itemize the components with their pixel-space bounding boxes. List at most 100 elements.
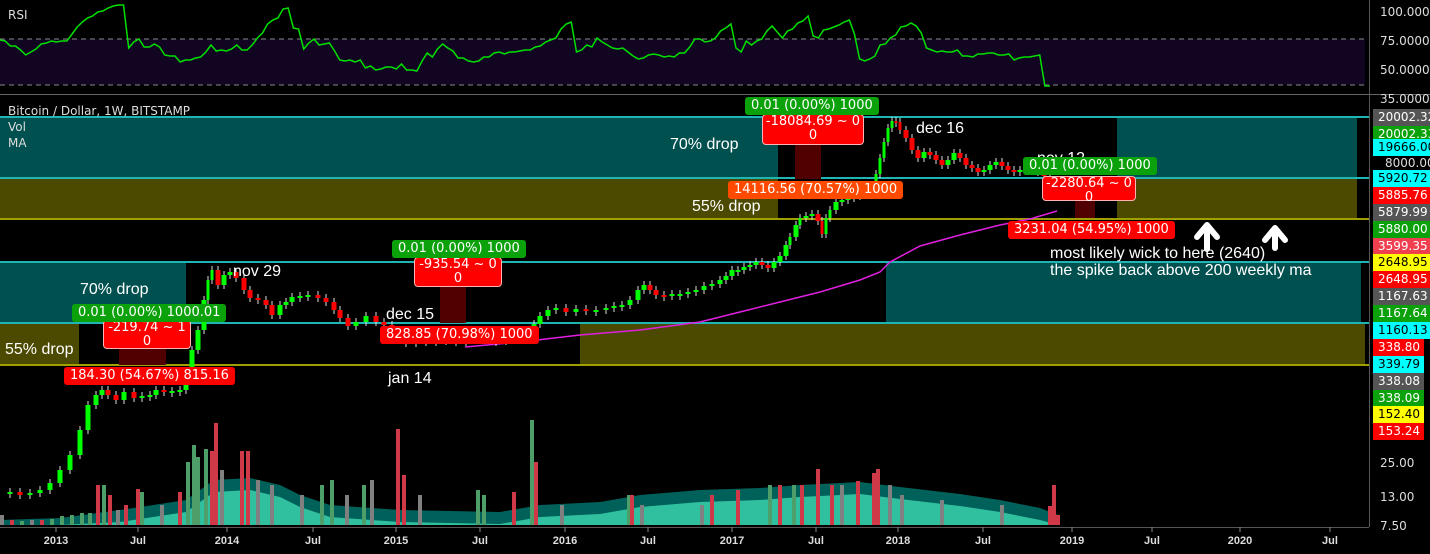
measure-box-bars: 0 [453,271,463,286]
time-axis-label: Jul [808,535,824,547]
rsi-axis-label: 75.0000 [1380,34,1430,48]
annotation-text[interactable]: jan 14 [388,370,432,387]
candle [153,390,159,395]
measure-box-bars: 0 [142,334,152,349]
candle [131,392,137,398]
zone-projection-upper-55[interactable] [1117,179,1357,218]
price-axis-label: 20002.33 [1373,126,1430,143]
zone-projection-upper-70[interactable] [1117,117,1357,177]
candle [939,160,945,165]
zone-55-drop-lower[interactable] [0,324,79,364]
price-axis-label: 3599.35 [1373,238,1430,255]
zone-projection-lower-55[interactable] [580,324,1365,364]
measure-badge[interactable]: 184.30 (54.67%) 815.16 [64,367,235,385]
volume-bar [88,513,92,525]
candle [729,270,735,276]
rsi-legend: RSI [8,8,28,22]
candle [619,305,625,307]
volume-bar [370,480,374,525]
volume-bar [1052,485,1056,525]
measure-badge[interactable]: 0.01 (0.00%) 1000 [392,240,526,258]
time-axis-label: 2018 [885,535,911,547]
measure-badge[interactable]: 0.01 (0.00%) 1000 [1023,157,1157,175]
annotation-text[interactable]: most likely wick to here (2640) [1050,245,1266,262]
candle [685,292,691,294]
measure-badge[interactable]: 3231.04 (54.95%) 1000 [1008,221,1175,239]
candle [195,330,201,350]
candle [553,308,559,310]
volume-bar [186,462,190,525]
annotation-text[interactable]: nov 29 [233,263,282,280]
price-axis-label: 5920.72 [1373,170,1430,187]
candle [373,316,379,322]
price-axis-label: 153.24 [1373,423,1424,440]
price-axis-label: 338.80 [1373,339,1424,356]
candle [263,300,269,305]
zone-70-drop-upper[interactable] [0,117,778,177]
annotation-text[interactable]: the spike back above 200 weekly ma [1050,262,1312,279]
measure-badge[interactable]: 14116.56 (70.57%) 1000 [728,181,904,199]
volume-bar [204,449,208,525]
measure-box-range: -2280.64 ~ 0 [1046,176,1132,191]
zone-label: 70% drop [80,281,149,298]
candle [277,305,283,315]
price-axis-label: 2648.95 [1373,254,1430,271]
candle [177,390,183,392]
volume-bar [196,457,200,525]
candle [777,256,783,262]
annotation-text[interactable]: dec 15 [386,306,435,323]
candle [47,483,53,490]
price-axis-label: 5880.00 [1373,221,1430,238]
candle [121,392,127,400]
rsi-pane [0,4,1430,95]
candle [833,202,839,210]
candle [820,221,824,234]
measure-badge[interactable]: 0.01 (0.00%) 1000 [745,97,879,115]
volume-bar [876,469,880,525]
time-axis-label: 2013 [43,535,69,547]
time-axis-label: 2016 [552,535,578,547]
candle [215,270,221,285]
candle [85,405,91,430]
measure-box-range: -18084.69 ~ 0 [765,114,861,129]
volume-bar [778,485,782,525]
candle [824,218,828,234]
candle [987,165,993,170]
candle [323,298,329,302]
volume-bar [178,492,182,525]
volume-bar [816,469,820,525]
candle [221,275,227,285]
measure-badge[interactable]: 828.85 (70.98%) 1000 [380,326,539,344]
candle [345,318,351,326]
measure-bar [1075,199,1095,218]
volume-bar [50,519,54,525]
price-axis-label: 1160.13 [1373,322,1430,339]
candle [890,121,894,128]
volume-bar [136,489,140,525]
candle [874,174,878,185]
candle [269,305,275,315]
candle [1011,170,1017,172]
candle [927,152,933,155]
volume-bar [402,475,406,525]
zone-55-drop-upper[interactable] [0,179,778,218]
volume-bar [300,495,304,525]
measure-badge[interactable]: 0.01 (0.00%) 1000.01 [72,304,227,322]
volume-bar [320,485,324,525]
candle [331,302,337,310]
volume-bar [418,495,422,525]
time-axis-label: Jul [640,535,656,547]
zone-projection-lower-70[interactable] [886,262,1361,322]
volume-bar [240,451,244,525]
time-axis-label: Jul [305,535,321,547]
candle [909,138,915,150]
time-axis-label: Jul [130,535,146,547]
candle [99,390,105,395]
annotation-text[interactable]: dec 16 [916,120,965,137]
candle [363,316,369,322]
